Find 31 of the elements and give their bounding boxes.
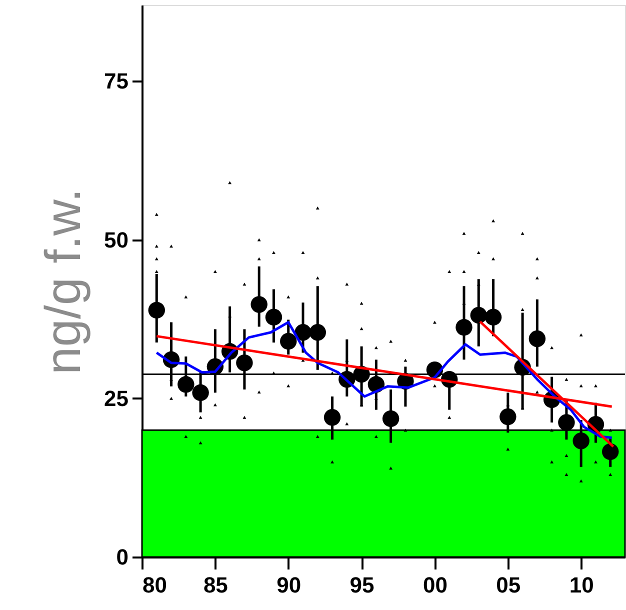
point [528,330,546,348]
point [148,302,166,319]
x-tick-label: 90 [276,572,302,598]
point [500,408,516,426]
y-tick-label: 50 [104,227,128,252]
point [265,308,282,326]
y-axis-title: ng/g f.w. [35,188,92,375]
point [484,308,502,326]
x-tick-label: 85 [203,572,228,598]
point [236,354,253,372]
y-tick-label: 75 [104,68,128,94]
y-tick-label: 25 [104,386,128,411]
x-tick-label: 80 [142,572,167,598]
point [470,306,488,324]
point [572,432,590,450]
x-tick-label: 00 [422,572,448,598]
point [382,410,400,428]
line-series [155,320,614,439]
x-tick-label: 10 [569,572,594,598]
x-tick-label: 95 [350,572,374,598]
x-tick-label: 05 [496,572,521,598]
point [309,324,326,341]
point [178,376,194,393]
point [602,443,619,460]
point [456,318,472,336]
point [192,384,209,402]
y-tick-label: 0 [116,544,128,570]
point [280,332,297,350]
point [324,409,341,426]
point [558,414,575,431]
point [250,296,268,313]
